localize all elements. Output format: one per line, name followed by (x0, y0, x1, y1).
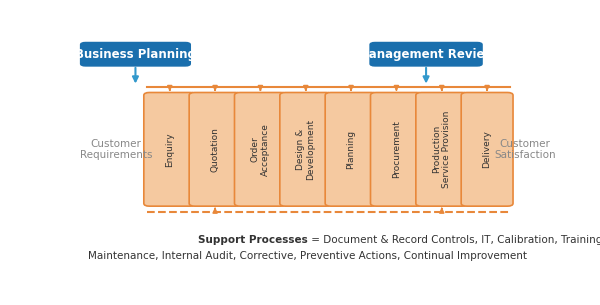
FancyBboxPatch shape (144, 92, 196, 206)
Text: Design &
Development: Design & Development (296, 119, 316, 180)
Text: Customer
Requirements: Customer Requirements (80, 138, 152, 160)
FancyBboxPatch shape (416, 92, 467, 206)
FancyBboxPatch shape (80, 42, 191, 67)
Text: Business Planning: Business Planning (75, 48, 196, 61)
Text: = Document & Record Controls, IT, Calibration, Training,: = Document & Record Controls, IT, Calibr… (308, 235, 600, 245)
Text: Customer
Satisfaction: Customer Satisfaction (494, 138, 556, 160)
Text: Quotation: Quotation (211, 127, 220, 172)
FancyBboxPatch shape (371, 92, 422, 206)
Text: Procurement: Procurement (392, 120, 401, 178)
FancyBboxPatch shape (370, 42, 483, 67)
Text: Order
Acceptance: Order Acceptance (251, 123, 270, 176)
FancyBboxPatch shape (325, 92, 377, 206)
FancyBboxPatch shape (280, 92, 332, 206)
FancyBboxPatch shape (189, 92, 241, 206)
FancyBboxPatch shape (235, 92, 286, 206)
Text: Maintenance, Internal Audit, Corrective, Preventive Actions, Continual Improveme: Maintenance, Internal Audit, Corrective,… (88, 251, 527, 261)
FancyBboxPatch shape (461, 92, 513, 206)
Text: Enquiry: Enquiry (165, 132, 174, 167)
Text: Planning: Planning (347, 130, 356, 169)
Text: Delivery: Delivery (482, 131, 491, 168)
Text: Management Review: Management Review (357, 48, 495, 61)
Text: Production
Service Provision: Production Service Provision (432, 111, 451, 188)
Text: Support Processes: Support Processes (198, 235, 308, 245)
